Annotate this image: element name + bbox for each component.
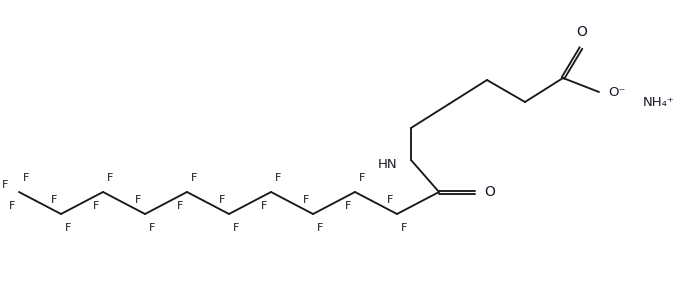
Text: F: F [65, 223, 71, 233]
Text: F: F [191, 173, 198, 183]
Text: F: F [387, 195, 393, 205]
Text: F: F [24, 173, 30, 183]
Text: F: F [8, 201, 15, 211]
Text: F: F [234, 223, 240, 233]
Text: F: F [317, 223, 324, 233]
Text: O: O [577, 25, 588, 39]
Text: F: F [275, 173, 281, 183]
Text: O: O [484, 185, 495, 199]
Text: F: F [261, 201, 267, 211]
Text: HN: HN [378, 157, 397, 170]
Text: F: F [344, 201, 351, 211]
Text: F: F [359, 173, 366, 183]
Text: F: F [107, 173, 114, 183]
Text: F: F [177, 201, 183, 211]
Text: F: F [134, 195, 141, 205]
Text: F: F [302, 195, 309, 205]
Text: F: F [1, 180, 8, 190]
Text: F: F [92, 201, 99, 211]
Text: F: F [401, 223, 407, 233]
Text: F: F [149, 223, 156, 233]
Text: NH₄⁺: NH₄⁺ [643, 97, 675, 110]
Text: F: F [51, 195, 57, 205]
Text: O⁻: O⁻ [608, 86, 626, 100]
Text: F: F [218, 195, 225, 205]
